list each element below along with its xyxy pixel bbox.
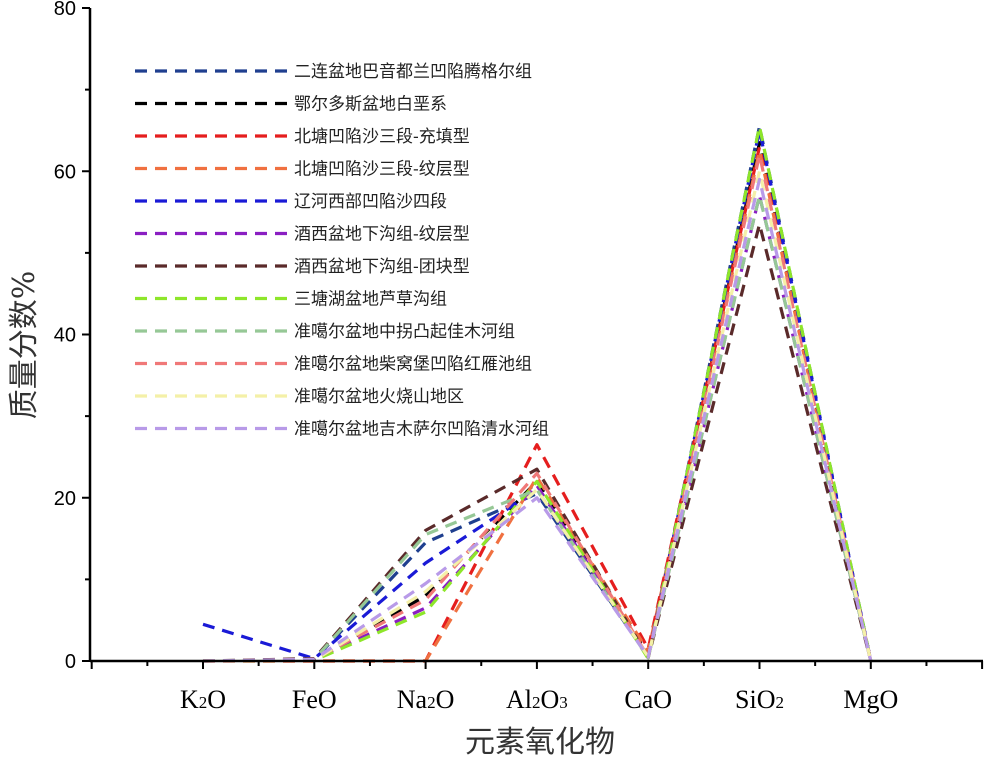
y-tick-label: 20	[54, 488, 76, 510]
y-tick-label: 80	[54, 0, 76, 20]
legend-label: 二连盆地巴音都兰凹陷腾格尔组	[294, 62, 532, 82]
legend-label: 鄂尔多斯盆地白垩系	[294, 95, 447, 115]
x-tick-label: FeO	[292, 685, 337, 714]
x-tick-label: CaO	[624, 685, 672, 714]
legend: 二连盆地巴音都兰凹陷腾格尔组鄂尔多斯盆地白垩系北塘凹陷沙三段-充填型北塘凹陷沙三…	[135, 62, 549, 440]
legend-label: 北塘凹陷沙三段-纹层型	[294, 160, 470, 180]
legend-label: 辽河西部凹陷沙四段	[294, 192, 447, 212]
x-axis-title: 元素氧化物	[465, 725, 615, 758]
y-tick-label: 60	[54, 161, 76, 183]
legend-label: 酒西盆地下沟组-纹层型	[294, 225, 470, 245]
x-tick-label: K2O	[180, 685, 226, 714]
legend-label: 三塘湖盆地芦草沟组	[294, 290, 447, 310]
legend-label: 北塘凹陷沙三段-充填型	[294, 127, 470, 147]
x-tick-label: Na2O	[397, 685, 455, 714]
legend-label: 准噶尔盆地中拐凸起佳木河组	[294, 322, 515, 342]
legend-label: 准噶尔盆地吉木萨尔凹陷清水河组	[294, 420, 549, 440]
series-line	[202, 177, 873, 663]
legend-label: 准噶尔盆地火烧山地区	[294, 387, 464, 407]
y-tick-label: 40	[54, 325, 76, 347]
y-tick-label: 0	[65, 651, 76, 673]
x-tick-label: SiO2	[735, 685, 784, 714]
y-ticks: 0 20 40 60 80	[54, 0, 90, 673]
legend-label: 准噶尔盆地柴窝堡凹陷红雁池组	[294, 355, 532, 375]
x-tick-label: Al2O3	[506, 685, 568, 714]
x-tick-label: MgO	[843, 685, 898, 714]
legend-label: 酒西盆地下沟组-团块型	[294, 257, 470, 277]
y-axis-title: 质量分数%	[7, 271, 42, 420]
x-ticks: K2O FeO Na2O Al2O3 CaO SiO2 MgO	[90, 661, 984, 714]
